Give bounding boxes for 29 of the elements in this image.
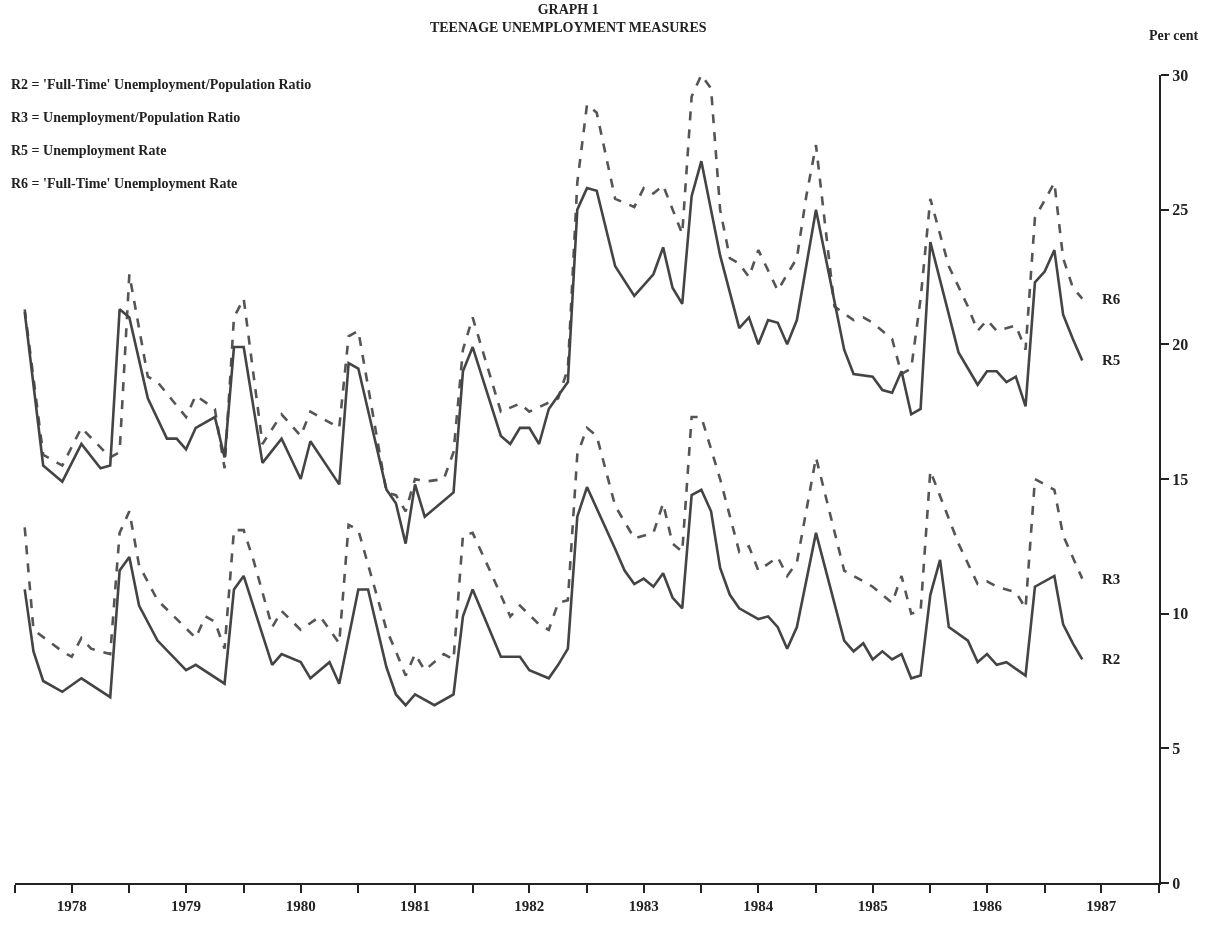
y-tick-label: 30 xyxy=(1172,66,1189,84)
x-tick-label: 1984 xyxy=(743,898,774,914)
y-tick-label: 10 xyxy=(1172,605,1189,623)
y-tick-label: 20 xyxy=(1172,335,1189,353)
series-label: R5 xyxy=(1102,352,1121,368)
series-label: R3 xyxy=(1102,571,1121,587)
y-tick-label: 5 xyxy=(1172,739,1181,757)
annotation: R6 = 'Full-Time' Unemployment Rate xyxy=(11,176,238,191)
x-tick-label: 1980 xyxy=(285,898,316,914)
line-series xyxy=(23,415,1084,677)
y-tick-label: 15 xyxy=(1172,470,1189,488)
x-tick-label: 1978 xyxy=(56,898,87,914)
annotation: R3 = Unemployment/Population Ratio xyxy=(11,110,241,125)
x-tick-label: 1986 xyxy=(972,898,1003,914)
x-tick-label: 1987 xyxy=(1086,898,1117,914)
x-tick-label: 1981 xyxy=(400,898,431,914)
series-label: R2 xyxy=(1102,651,1121,667)
x-tick-label: 1983 xyxy=(628,898,659,914)
y-axis-title: Per cent xyxy=(1149,28,1199,43)
series-label: R6 xyxy=(1102,291,1121,307)
x-tick-label: 1982 xyxy=(514,898,545,914)
y-tick-label: 0 xyxy=(1172,874,1181,892)
chart-title: GRAPH 1 TEENAGE UNEMPLOYMENT MEASURES xyxy=(429,1,707,36)
x-tick-label: 1979 xyxy=(171,898,202,914)
y-tick-label: 25 xyxy=(1172,201,1189,219)
annotation: R5 = Unemployment Rate xyxy=(11,143,167,158)
x-tick-label: 1985 xyxy=(857,898,888,914)
annotation: R2 = 'Full-Time' Unemployment/Population Ratio xyxy=(11,77,312,92)
line-series xyxy=(23,485,1084,707)
